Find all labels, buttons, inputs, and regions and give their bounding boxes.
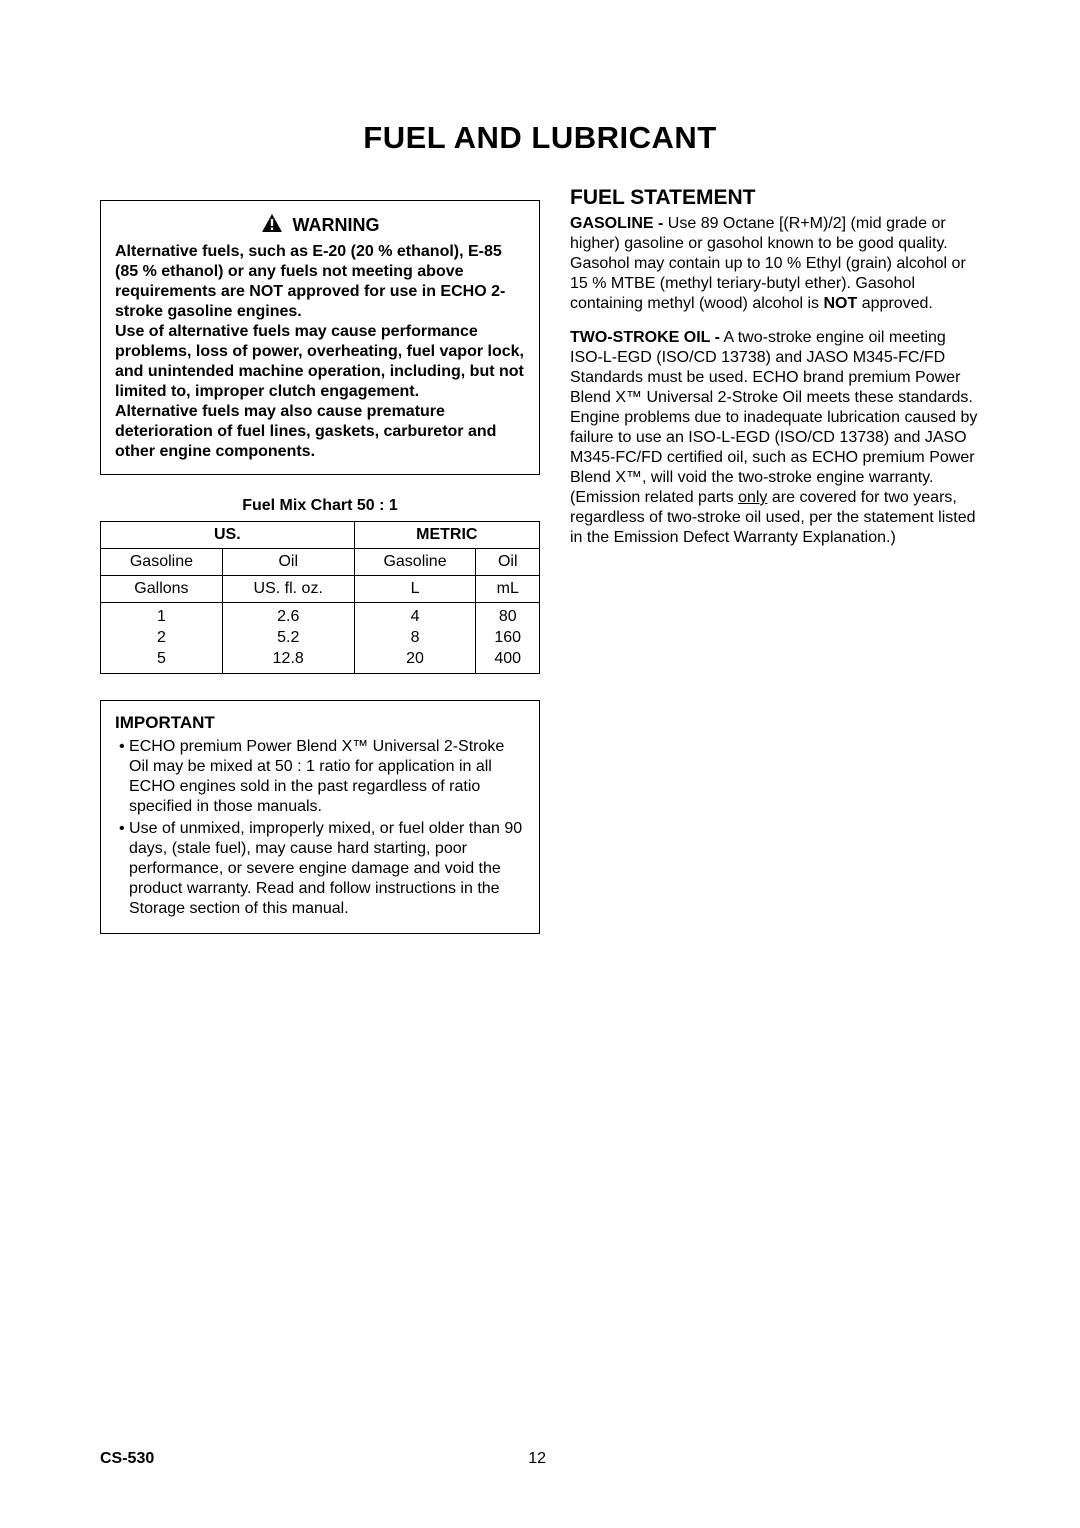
gasoline-paragraph: GASOLINE - Use 89 Octane [(R+M)/2] (mid … xyxy=(570,214,980,314)
table-col-4: 80160400 xyxy=(476,603,540,674)
table-head-metric: METRIC xyxy=(354,522,539,549)
warning-heading: WARNING xyxy=(293,215,380,236)
table-unit-2: L xyxy=(354,576,476,603)
warning-box: WARNING Alternative fuels, such as E-20 … xyxy=(100,200,540,475)
page-footer: CS-530 12 xyxy=(100,1450,980,1468)
table-sub-3: Oil xyxy=(476,549,540,576)
table-sub-0: Gasoline xyxy=(101,549,223,576)
fuel-mix-table-title: Fuel Mix Chart 50 : 1 xyxy=(100,497,540,515)
important-box: IMPORTANT ECHO premium Power Blend X™ Un… xyxy=(100,700,540,934)
warning-heading-row: WARNING xyxy=(115,213,525,238)
table-col-2: 2.65.212.8 xyxy=(222,603,354,674)
table-col-3: 4820 xyxy=(354,603,476,674)
table-head-us: US. xyxy=(101,522,355,549)
left-column: WARNING Alternative fuels, such as E-20 … xyxy=(100,186,540,934)
footer-model: CS-530 xyxy=(100,1450,154,1468)
important-item-2: Use of unmixed, improperly mixed, or fue… xyxy=(127,819,525,919)
table-unit-1: US. fl. oz. xyxy=(222,576,354,603)
warning-triangle-icon xyxy=(261,213,283,238)
important-item-1: ECHO premium Power Blend X™ Universal 2-… xyxy=(127,737,525,817)
table-sub-2: Gasoline xyxy=(354,549,476,576)
important-body: ECHO premium Power Blend X™ Universal 2-… xyxy=(115,737,525,919)
table-unit-3: mL xyxy=(476,576,540,603)
warning-body: Alternative fuels, such as E-20 (20 % et… xyxy=(115,242,525,462)
footer-page-number: 12 xyxy=(528,1450,546,1468)
two-stroke-oil-paragraph: TWO-STROKE OIL - A two-stroke engine oil… xyxy=(570,328,980,548)
right-column: FUEL STATEMENT GASOLINE - Use 89 Octane … xyxy=(570,186,980,934)
important-heading: IMPORTANT xyxy=(115,713,525,733)
content-columns: WARNING Alternative fuels, such as E-20 … xyxy=(100,186,980,934)
fuel-mix-table: US. METRIC Gasoline Oil Gasoline Oil Gal… xyxy=(100,521,540,674)
fuel-statement-heading: FUEL STATEMENT xyxy=(570,186,980,210)
page-title: FUEL AND LUBRICANT xyxy=(100,120,980,156)
table-col-1: 125 xyxy=(101,603,223,674)
table-unit-0: Gallons xyxy=(101,576,223,603)
table-sub-1: Oil xyxy=(222,549,354,576)
